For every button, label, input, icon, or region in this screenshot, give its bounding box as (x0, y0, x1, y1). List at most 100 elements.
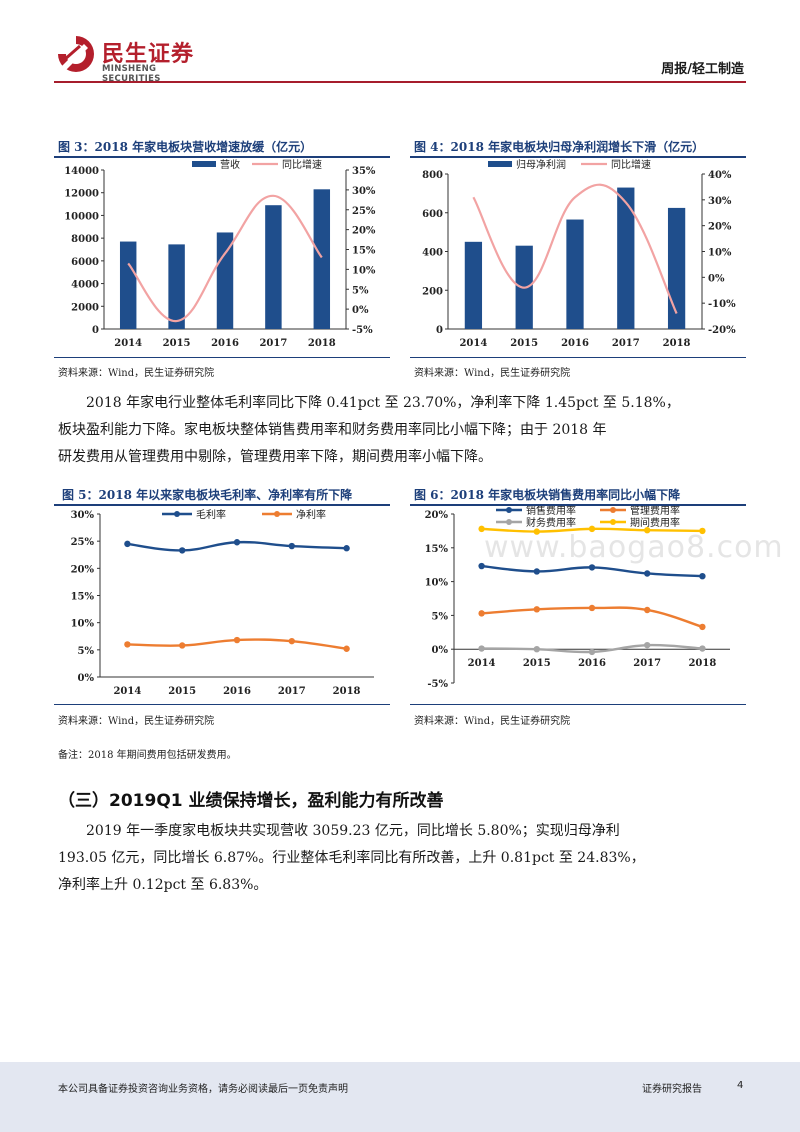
legend-label: 销售费用率 (526, 506, 576, 517)
para1-line3: 研发费用从管理费用中剔除，管理费用率下降，期间费用率小幅下降。 (58, 449, 492, 465)
logo-text-cn: 民生证券 (102, 42, 195, 67)
x-tick-label: 2018 (308, 338, 336, 349)
data-point (478, 525, 485, 533)
legend-marker (174, 511, 180, 517)
data-point (533, 568, 540, 575)
fig5-source: 资料来源：Wind，民生证券研究院 (58, 716, 215, 727)
footer-bar (0, 1062, 800, 1132)
y-tick-label-left: 400 (422, 248, 443, 259)
fig6-title-rule (410, 504, 746, 506)
bar (566, 219, 584, 329)
y-tick-label-left: 0 (436, 325, 443, 336)
x-tick-label: 2016 (223, 686, 251, 697)
data-point (533, 606, 540, 613)
y-tick-label-left: 2000 (71, 302, 99, 313)
fig6-title: 图 6：2018 年家电板块销售费用率同比小幅下降 (414, 488, 681, 502)
data-point (478, 645, 485, 652)
para2-line3: 净利率上升 0.12pct 至 6.83%。 (58, 877, 268, 893)
data-point (343, 645, 350, 652)
x-tick-label: 2014 (114, 338, 142, 349)
x-tick-label: 2015 (523, 658, 551, 669)
y-tick-label-left: 0 (92, 325, 99, 336)
legend-label-line: 同比增速 (282, 158, 322, 171)
data-point (533, 528, 540, 535)
fig3-title-rule (54, 156, 390, 158)
y-tick-label-right: 30% (352, 186, 376, 197)
legend-marker (274, 511, 280, 517)
y-tick-label: 20% (425, 510, 449, 521)
data-point (179, 547, 186, 554)
x-tick-label: 2015 (510, 338, 538, 349)
y-tick-label-right: -20% (708, 325, 736, 336)
note: 备注：2018 年期间费用包括研发费用。 (58, 750, 237, 761)
y-tick-label: 5% (78, 646, 95, 657)
x-tick-label: 2016 (211, 338, 239, 349)
y-tick-label-right: 30% (708, 196, 732, 207)
fig3-chart: 0 2000 4000 6000 8000 10000 12000 14000 -5% 0% 5% 1… (64, 158, 376, 349)
data-point (124, 540, 131, 548)
y-tick-label: -5% (427, 679, 448, 690)
y-tick-label: 15% (71, 592, 95, 603)
x-tick-label: 2017 (633, 658, 661, 669)
y-tick-label: 0% (78, 673, 95, 684)
para1-line1: 2018 年家电行业整体毛利率同比下降 0.41pct 至 23.70%，净利率… (86, 395, 680, 411)
fig6-source-rule (410, 704, 746, 705)
y-tick-label-left: 10000 (64, 211, 99, 222)
y-tick-label-right: 10% (708, 248, 732, 259)
report-category: 周报/轻工制造 (661, 62, 744, 77)
fig4-title-rule (410, 156, 746, 158)
y-tick-label-left: 600 (422, 209, 443, 220)
y-tick-label: 10% (71, 619, 95, 630)
x-tick-label: 2017 (278, 686, 306, 697)
data-point (288, 542, 295, 550)
x-tick-label: 2018 (663, 338, 691, 349)
y-tick-label-left: 800 (422, 170, 443, 181)
y-tick-label-right: 10% (352, 265, 376, 276)
data-point (343, 545, 350, 552)
data-point (478, 562, 485, 570)
x-tick-label: 2016 (578, 658, 606, 669)
y-tick-label: 5% (432, 611, 449, 622)
para2-line2: 193.05 亿元，同比增长 6.87%。行业整体毛利率同比有所改善，上升 0.… (58, 850, 645, 866)
y-tick-label-right: 5% (352, 285, 369, 296)
data-point (288, 637, 295, 645)
y-tick-label-left: 200 (422, 286, 443, 297)
data-point (699, 623, 706, 631)
y-tick-label-right: 20% (708, 222, 732, 233)
x-tick-label: 2015 (168, 686, 196, 697)
data-point (699, 572, 706, 580)
legend-marker (506, 507, 512, 513)
legend-label: 财务费用率 (526, 516, 576, 529)
data-point (233, 636, 241, 644)
legend-marker (610, 519, 616, 525)
legend-marker (506, 519, 512, 525)
fig4-chart: 0 200 400 600 800 -20% -10% 0% 10% 20% 30% 40% 2014 2… (422, 158, 736, 349)
legend-label: 净利率 (296, 508, 326, 521)
legend-label: 期间费用率 (630, 516, 680, 529)
minsheng-logo-icon (58, 36, 94, 72)
data-point (644, 527, 651, 534)
y-tick-label-right: 0% (352, 305, 369, 316)
line-series (472, 183, 678, 314)
data-point (179, 642, 186, 649)
legend-label-line: 同比增速 (611, 158, 651, 171)
section-heading: （三）2019Q1 业绩保持增长，盈利能力有所改善 (58, 791, 444, 811)
logo-text-en: MINSHENG SECURITIES (102, 64, 161, 84)
y-tick-label-left: 8000 (71, 234, 99, 245)
line-series (127, 194, 323, 323)
fig5-title: 图 5：2018 年以来家电板块毛利率、净利率有所下降 (62, 488, 353, 502)
y-tick-label: 10% (425, 578, 449, 589)
bar (119, 241, 137, 329)
data-point (644, 570, 651, 577)
fig3-title: 图 3：2018 年家电板块营收增速放缓（亿元） (58, 140, 313, 154)
legend-swatch-bar (192, 161, 216, 167)
x-tick-label: 2017 (612, 338, 640, 349)
footer-page-number: 4 (737, 1080, 744, 1091)
y-tick-label-right: 25% (352, 206, 376, 217)
legend-swatch-bar (488, 161, 512, 167)
fig3-source: 资料来源：Wind，民生证券研究院 (58, 368, 215, 379)
footer-disclaimer: 本公司具备证券投资咨询业务资格，请务必阅读最后一页免责声明 (58, 1084, 348, 1095)
x-tick-label: 2016 (561, 338, 589, 349)
x-tick-label: 2018 (333, 686, 361, 697)
y-tick-label-right: 15% (352, 246, 376, 257)
